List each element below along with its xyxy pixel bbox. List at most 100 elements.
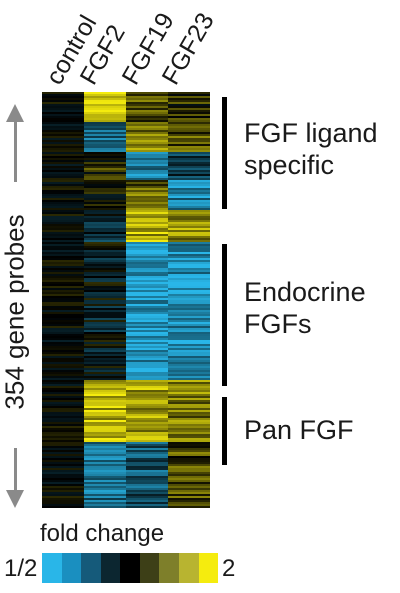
- heatmap-cell: [168, 120, 210, 123]
- heatmap-cell: [168, 108, 210, 111]
- heatmap-cell: [84, 148, 127, 151]
- heatmap-cell: [126, 250, 169, 253]
- heatmap-cell: [84, 264, 127, 267]
- heatmap-cell: [126, 200, 169, 203]
- cluster-label-line: Pan FGF: [244, 415, 354, 445]
- heatmap-cell: [168, 156, 210, 159]
- heatmap-cell: [84, 224, 127, 227]
- heatmap-cell: [168, 140, 210, 143]
- heatmap-cell: [84, 294, 127, 297]
- heatmap-cell: [168, 114, 210, 117]
- heatmap-cell: [42, 168, 85, 171]
- cluster-label-line: specific: [244, 150, 335, 180]
- heatmap-cell: [42, 392, 85, 395]
- heatmap-cell: [84, 212, 127, 215]
- heatmap-cell: [84, 318, 127, 321]
- heatmap-cell: [126, 492, 169, 495]
- heatmap-cell: [84, 438, 127, 441]
- heatmap-cell: [84, 368, 127, 371]
- heatmap-cell: [42, 188, 85, 191]
- heatmap-cell: [168, 150, 210, 153]
- heatmap-cell: [42, 444, 85, 447]
- heatmap-cell: [42, 302, 85, 305]
- heatmap-cell: [84, 374, 127, 377]
- heatmap-cell: [84, 338, 127, 341]
- heatmap-cell: [126, 416, 169, 419]
- heatmap-cell: [84, 276, 127, 279]
- heatmap-cell: [168, 364, 210, 367]
- heatmap-cell: [42, 442, 85, 445]
- heatmap-cell: [42, 100, 85, 103]
- heatmap-cell: [126, 486, 169, 489]
- heatmap-cell: [126, 410, 169, 413]
- heatmap-cell: [168, 468, 210, 471]
- heatmap-cell: [42, 164, 85, 167]
- heatmap-cell: [42, 398, 85, 401]
- heatmap-cell: [168, 214, 210, 217]
- heatmap-cell: [126, 420, 169, 423]
- heatmap-cell: [42, 224, 85, 227]
- heatmap-cell: [84, 464, 127, 467]
- heatmap-cell: [84, 408, 127, 411]
- heatmap-cell: [168, 384, 210, 387]
- heatmap-cell: [126, 100, 169, 103]
- heatmap-cell: [84, 470, 127, 473]
- heatmap-cell: [84, 406, 127, 409]
- heatmap-cell: [126, 154, 169, 157]
- heatmap-cell: [42, 484, 85, 487]
- legend-swatch: [81, 553, 101, 583]
- heatmap-cell: [84, 252, 127, 255]
- heatmap-cell: [42, 316, 85, 319]
- heatmap-cell: [126, 392, 169, 395]
- heatmap-cell: [126, 342, 169, 345]
- heatmap-cell: [84, 350, 127, 353]
- heatmap-cell: [84, 254, 127, 257]
- heatmap-cell: [126, 372, 169, 375]
- heatmap-cell: [42, 448, 85, 451]
- heatmap-cell: [168, 248, 210, 251]
- heatmap-cell: [126, 104, 169, 107]
- heatmap-cell: [168, 380, 210, 383]
- heatmap-cell: [84, 178, 127, 181]
- heatmap-cell: [126, 478, 169, 481]
- heatmap-cell: [84, 494, 127, 497]
- heatmap-cell: [42, 490, 85, 493]
- heatmap-cell: [84, 442, 127, 445]
- heatmap-cell: [84, 114, 127, 117]
- heatmap-cell: [42, 160, 85, 163]
- heatmap-cell: [126, 446, 169, 449]
- heatmap-cell: [42, 504, 85, 507]
- heatmap-cell: [168, 496, 210, 499]
- heatmap-cell: [84, 132, 127, 135]
- heatmap-cell: [84, 94, 127, 97]
- heatmap-cell: [42, 446, 85, 449]
- heatmap-cell: [84, 480, 127, 483]
- heatmap-cell: [84, 334, 127, 337]
- heatmap-cell: [168, 398, 210, 401]
- heatmap-cell: [84, 314, 127, 317]
- heatmap-cell: [168, 190, 210, 193]
- heatmap-cell: [126, 442, 169, 445]
- cluster-label-line: FGFs: [244, 309, 312, 339]
- heatmap-cell: [42, 340, 85, 343]
- heatmap-cell: [126, 122, 169, 125]
- heatmap-cell: [168, 480, 210, 483]
- heatmap-cell: [84, 154, 127, 157]
- heatmap-cell: [126, 290, 169, 293]
- heatmap-cell: [126, 350, 169, 353]
- heatmap-cell: [84, 144, 127, 147]
- heatmap-cell: [84, 170, 127, 173]
- heatmap-cell: [168, 256, 210, 259]
- heatmap-cell: [84, 188, 127, 191]
- heatmap-cell: [126, 144, 169, 147]
- heatmap-cell: [42, 108, 85, 111]
- heatmap-cell: [42, 138, 85, 141]
- heatmap-cell: [84, 476, 127, 479]
- heatmap-cell: [126, 354, 169, 357]
- heatmap-cell: [42, 200, 85, 203]
- heatmap-cell: [126, 322, 169, 325]
- heatmap-cell: [84, 250, 127, 253]
- heatmap-cell: [126, 370, 169, 373]
- heatmap-cell: [126, 296, 169, 299]
- heatmap-cell: [168, 188, 210, 191]
